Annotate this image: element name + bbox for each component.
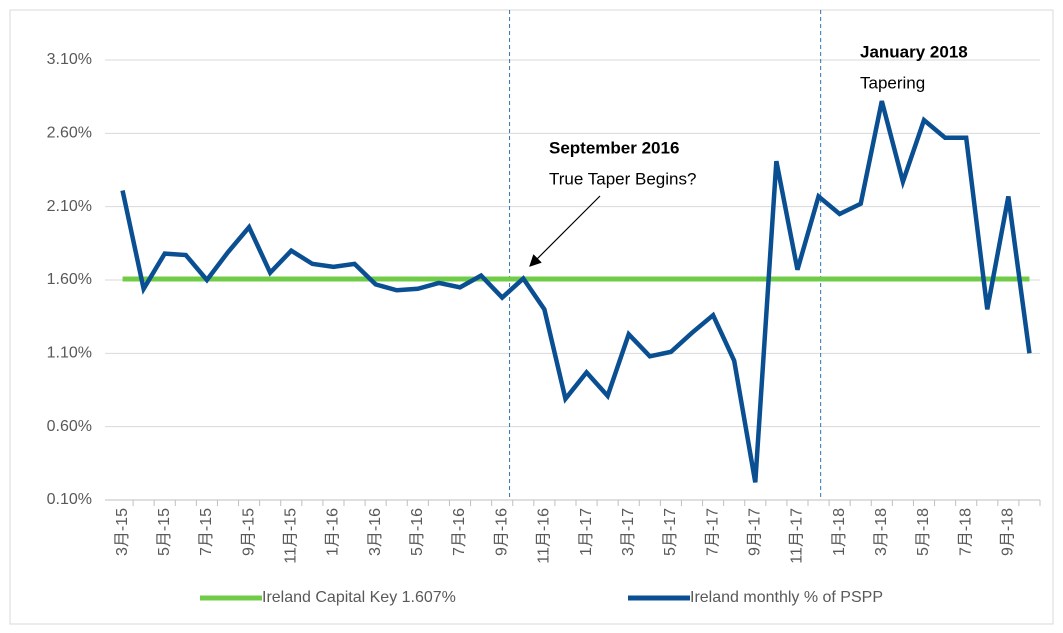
x-tick-label: 5月-17 — [662, 508, 679, 556]
x-tick-label: 1月-17 — [578, 508, 595, 556]
y-tick-label: 3.10% — [47, 51, 92, 68]
x-tick-label: 5月-16 — [409, 508, 426, 556]
x-tick-label: 5月-18 — [915, 508, 932, 556]
x-tick-label: 7月-15 — [198, 508, 215, 556]
y-tick-label: 1.60% — [47, 271, 92, 288]
x-tick-label: 7月-16 — [451, 508, 468, 556]
x-tick-label: 5月-15 — [156, 508, 173, 556]
x-tick-label: 11月-16 — [536, 508, 553, 564]
annotation-title: January 2018 — [860, 42, 968, 61]
y-tick-label: 1.10% — [47, 345, 92, 362]
x-tick-label: 1月-16 — [325, 508, 342, 556]
y-tick-label: 2.10% — [47, 198, 92, 215]
x-tick-label: 3月-15 — [114, 508, 131, 556]
x-tick-label: 7月-18 — [957, 508, 974, 556]
legend-label: Ireland monthly % of PSPP — [690, 589, 883, 606]
x-tick-label: 3月-16 — [367, 508, 384, 556]
x-tick-label: 11月-15 — [282, 508, 299, 564]
x-tick-label: 3月-17 — [620, 508, 637, 556]
x-tick-label: 1月-18 — [831, 508, 848, 556]
x-tick-label: 9月-16 — [493, 508, 510, 556]
x-tick-label: 11月-17 — [789, 508, 806, 564]
annotation-arrow — [529, 195, 601, 267]
data-line — [120, 100, 1032, 483]
x-tick-label: 9月-15 — [240, 508, 257, 556]
annotation-text: True Taper Begins? — [549, 169, 696, 188]
x-tick-label: 9月-17 — [746, 508, 763, 556]
y-tick-label: 0.60% — [47, 418, 92, 435]
annotation-title: September 2016 — [549, 138, 679, 157]
annotation-text: Tapering — [860, 73, 925, 92]
y-tick-label: 2.60% — [47, 125, 92, 142]
legend-label: Ireland Capital Key 1.607% — [262, 589, 456, 606]
x-tick-label: 9月-18 — [1000, 508, 1017, 556]
x-tick-label: 7月-17 — [704, 508, 721, 556]
x-tick-label: 3月-18 — [873, 508, 890, 556]
y-tick-label: 0.10% — [47, 491, 92, 508]
